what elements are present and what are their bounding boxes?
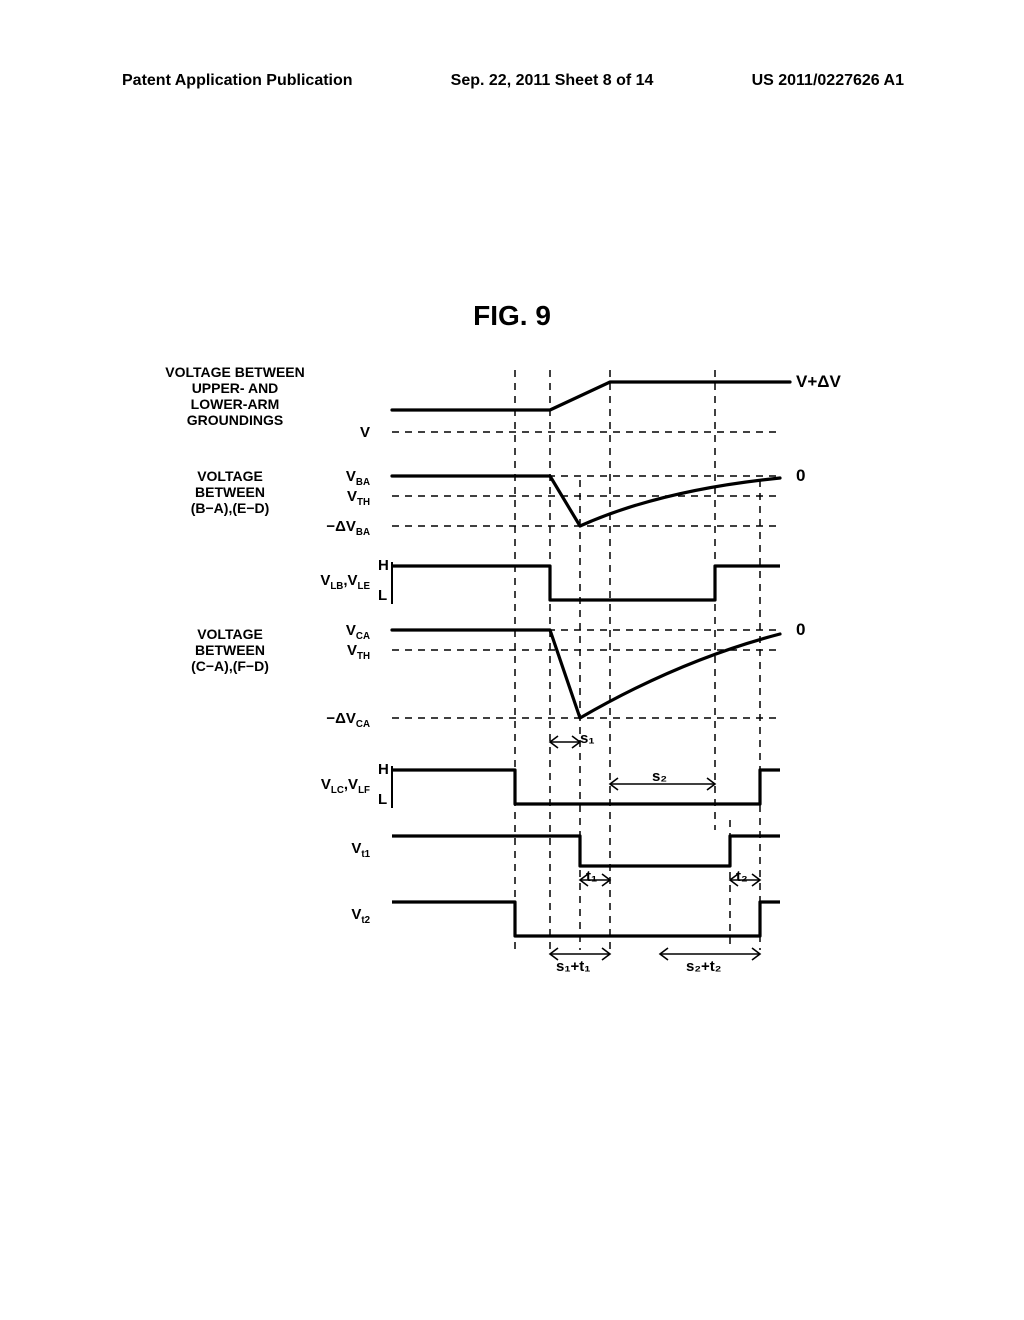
annot-s1: s₁ <box>580 730 595 747</box>
header-right: US 2011/0227626 A1 <box>752 72 904 90</box>
header-left: Patent Application Publication <box>122 72 353 90</box>
annot-t1: t₁ <box>586 868 597 885</box>
annot-s2: s₂ <box>652 768 667 785</box>
figure-title: FIG. 9 <box>0 300 1024 332</box>
timing-diagram: VOLTAGE BETWEENUPPER- ANDLOWER-ARMGROUND… <box>160 360 880 980</box>
annot-s1t1: s₁+t₁ <box>556 958 591 975</box>
page-header: Patent Application Publication Sep. 22, … <box>0 72 1024 90</box>
annot-s2t2: s₂+t₂ <box>686 958 721 975</box>
annot-t2: t₂ <box>736 868 748 885</box>
waveforms-svg <box>160 360 880 980</box>
header-center: Sep. 22, 2011 Sheet 8 of 14 <box>451 72 654 90</box>
